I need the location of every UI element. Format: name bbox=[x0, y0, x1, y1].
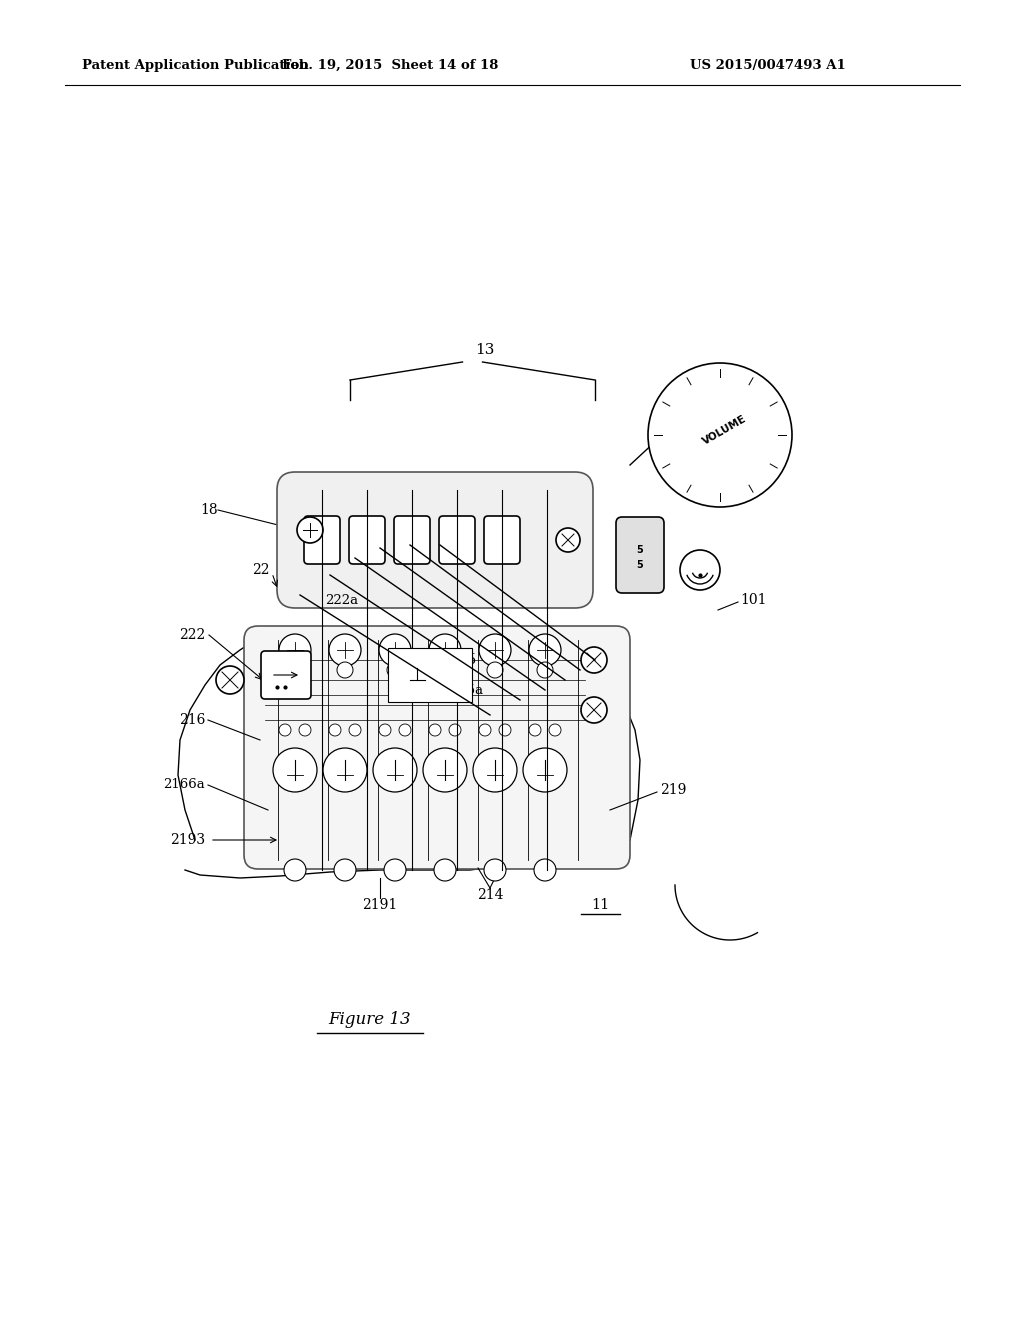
Text: US 2015/0047493 A1: US 2015/0047493 A1 bbox=[690, 58, 846, 71]
Circle shape bbox=[429, 634, 461, 667]
Text: 2: 2 bbox=[767, 430, 773, 440]
Text: 7: 7 bbox=[674, 405, 680, 414]
FancyBboxPatch shape bbox=[484, 516, 520, 564]
Circle shape bbox=[334, 859, 356, 880]
FancyBboxPatch shape bbox=[349, 516, 385, 564]
Text: 101: 101 bbox=[740, 593, 767, 607]
Circle shape bbox=[379, 723, 391, 737]
Text: 5: 5 bbox=[637, 545, 643, 554]
FancyBboxPatch shape bbox=[388, 648, 472, 702]
Circle shape bbox=[423, 748, 467, 792]
Circle shape bbox=[556, 528, 580, 552]
Circle shape bbox=[534, 859, 556, 880]
Circle shape bbox=[373, 748, 417, 792]
FancyBboxPatch shape bbox=[244, 626, 630, 869]
Circle shape bbox=[449, 723, 461, 737]
Circle shape bbox=[284, 859, 306, 880]
Text: 3: 3 bbox=[761, 405, 766, 414]
Text: 214: 214 bbox=[477, 888, 503, 902]
Circle shape bbox=[384, 859, 406, 880]
Circle shape bbox=[581, 697, 607, 723]
Text: 216: 216 bbox=[178, 713, 205, 727]
Text: 225a: 225a bbox=[450, 684, 483, 697]
Text: 8: 8 bbox=[667, 430, 673, 440]
Circle shape bbox=[279, 634, 311, 667]
Circle shape bbox=[329, 634, 361, 667]
FancyBboxPatch shape bbox=[278, 473, 593, 609]
Text: 22: 22 bbox=[253, 564, 270, 577]
Text: 11: 11 bbox=[591, 898, 609, 912]
Circle shape bbox=[349, 723, 361, 737]
Circle shape bbox=[429, 723, 441, 737]
Circle shape bbox=[216, 667, 244, 694]
Text: 13: 13 bbox=[475, 343, 495, 356]
Text: 2193: 2193 bbox=[170, 833, 205, 847]
Circle shape bbox=[273, 748, 317, 792]
Circle shape bbox=[479, 634, 511, 667]
Circle shape bbox=[537, 663, 553, 678]
Circle shape bbox=[648, 363, 792, 507]
Circle shape bbox=[549, 723, 561, 737]
FancyBboxPatch shape bbox=[616, 517, 664, 593]
Circle shape bbox=[379, 634, 411, 667]
Circle shape bbox=[434, 859, 456, 880]
Text: 5: 5 bbox=[717, 380, 723, 389]
Text: 10: 10 bbox=[689, 474, 700, 483]
Text: 1: 1 bbox=[761, 455, 766, 465]
Text: Patent Application Publication: Patent Application Publication bbox=[82, 58, 309, 71]
Circle shape bbox=[387, 663, 403, 678]
Text: 2166a: 2166a bbox=[163, 779, 205, 792]
Circle shape bbox=[437, 663, 453, 678]
Circle shape bbox=[499, 723, 511, 737]
Circle shape bbox=[581, 647, 607, 673]
Text: 225: 225 bbox=[450, 653, 476, 667]
Text: Feb. 19, 2015  Sheet 14 of 18: Feb. 19, 2015 Sheet 14 of 18 bbox=[282, 58, 499, 71]
FancyBboxPatch shape bbox=[439, 516, 475, 564]
Text: 4: 4 bbox=[742, 387, 748, 396]
Text: Figure 13: Figure 13 bbox=[329, 1011, 412, 1028]
Circle shape bbox=[329, 723, 341, 737]
Text: 5: 5 bbox=[637, 560, 643, 570]
Circle shape bbox=[473, 748, 517, 792]
Text: 9: 9 bbox=[674, 455, 680, 465]
Circle shape bbox=[287, 663, 303, 678]
Circle shape bbox=[529, 634, 561, 667]
Circle shape bbox=[529, 723, 541, 737]
Circle shape bbox=[279, 723, 291, 737]
Circle shape bbox=[523, 748, 567, 792]
Circle shape bbox=[299, 723, 311, 737]
Circle shape bbox=[680, 550, 720, 590]
Text: VOLUME: VOLUME bbox=[701, 413, 749, 446]
Circle shape bbox=[337, 663, 353, 678]
Text: 222a: 222a bbox=[325, 594, 358, 606]
FancyBboxPatch shape bbox=[304, 516, 340, 564]
Circle shape bbox=[484, 859, 506, 880]
Text: 2191: 2191 bbox=[362, 898, 397, 912]
Circle shape bbox=[399, 723, 411, 737]
FancyBboxPatch shape bbox=[394, 516, 430, 564]
Circle shape bbox=[487, 663, 503, 678]
Text: 18: 18 bbox=[201, 503, 218, 517]
Text: 219: 219 bbox=[660, 783, 686, 797]
Text: 222: 222 bbox=[179, 628, 205, 642]
Text: 6: 6 bbox=[692, 387, 698, 396]
FancyBboxPatch shape bbox=[261, 651, 311, 700]
Circle shape bbox=[479, 723, 490, 737]
Circle shape bbox=[297, 517, 323, 543]
Circle shape bbox=[323, 748, 367, 792]
